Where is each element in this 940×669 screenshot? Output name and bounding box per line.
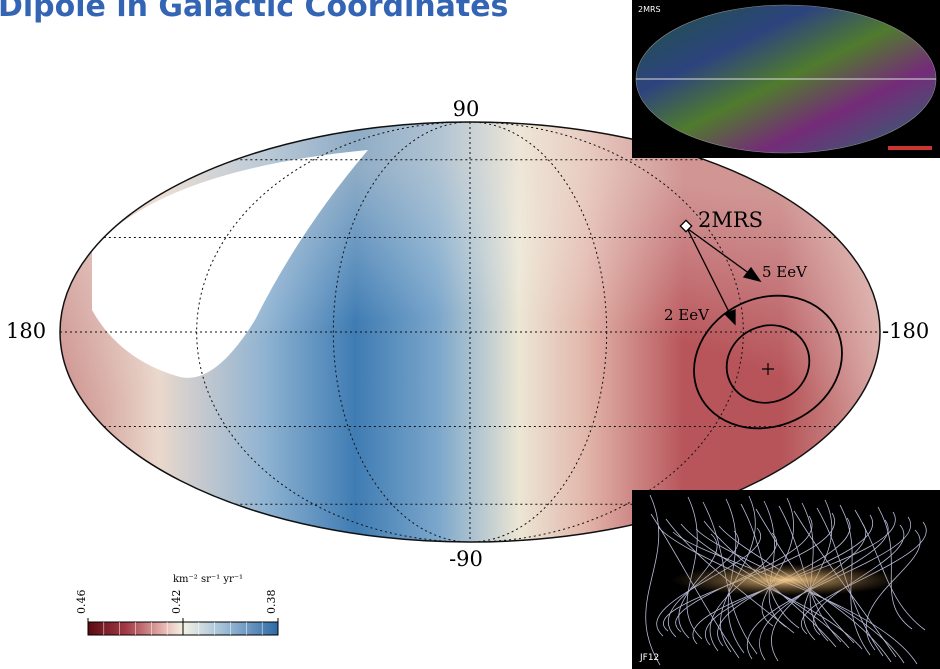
colorbar-unit: km⁻² sr⁻¹ yr⁻¹	[173, 574, 243, 585]
unexposed-region	[92, 150, 368, 378]
meridian	[196, 122, 744, 542]
colorbar-tick-label: 0.38	[265, 590, 278, 615]
axis-label: -180	[882, 319, 929, 343]
dipole-center	[762, 363, 774, 375]
arrowhead-5eev	[742, 266, 762, 283]
arrow-2eev	[687, 229, 731, 315]
arrow-5eev	[687, 228, 751, 275]
axis-label: 180	[6, 319, 46, 343]
axis-label: 90	[453, 97, 480, 121]
graticule	[60, 122, 880, 542]
slide-title: Dipole in Galactic Coordinates	[0, 0, 508, 24]
inset-label: 2MRS	[638, 5, 661, 14]
outer-contour	[693, 294, 843, 430]
axis-label: -90	[449, 547, 483, 571]
sky-map	[60, 122, 880, 542]
inset-2mrs: 2MRS	[632, 0, 940, 158]
sky-outline	[59, 121, 881, 543]
inset-jf12: JF12	[632, 490, 940, 669]
galactic-disk	[671, 564, 901, 596]
dipole-contours	[693, 294, 843, 430]
catalog-label: 2MRS	[698, 208, 763, 232]
survey-colorbar	[888, 146, 932, 150]
inset-label: JF12	[639, 653, 659, 663]
energy-label: 2 EeV	[664, 306, 710, 324]
arrowhead-2eev	[723, 309, 736, 326]
energy-label: 5 EeV	[762, 263, 808, 281]
colorbar-tick-label: 0.42	[170, 590, 183, 615]
colorbar-tick-label: 0.46	[75, 590, 88, 615]
colorbar-ticks: 0.46 0.42 0.38	[75, 590, 279, 635]
field-line	[645, 494, 661, 666]
inner-contour	[725, 324, 811, 404]
arrows	[679, 219, 762, 326]
